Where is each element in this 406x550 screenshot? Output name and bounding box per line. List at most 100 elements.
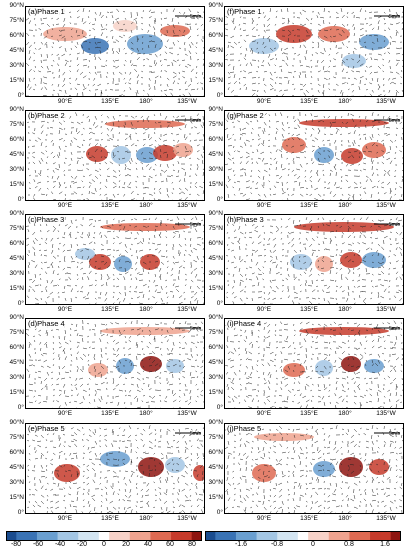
wind-arrow (104, 234, 108, 239)
wind-arrow (287, 80, 290, 85)
wind-arrow (299, 88, 303, 91)
wind-arrow (377, 20, 380, 25)
lat-label: 75°N (208, 329, 223, 336)
wind-arrow (112, 115, 115, 120)
wind-arrow (40, 261, 43, 264)
wind-arrow (177, 139, 180, 143)
wind-arrow (184, 133, 186, 139)
wind-arrow (245, 86, 247, 91)
wind-arrow (262, 130, 265, 135)
wind-arrow (94, 440, 98, 445)
wind-arrow (94, 11, 97, 15)
wind-arrow (293, 40, 295, 43)
wind-arrow (135, 186, 138, 189)
anomaly-blob (315, 256, 333, 272)
wind-arrow (64, 371, 69, 373)
wind-arrow (94, 125, 99, 129)
wind-arrow (314, 198, 319, 201)
wind-arrow (249, 266, 253, 269)
wind-arrow (39, 224, 42, 227)
wind-arrow (46, 187, 49, 190)
wind-arrow (148, 193, 153, 196)
wind-arrow (69, 70, 72, 73)
wind-arrow (358, 249, 361, 253)
wind-arrow (273, 500, 277, 503)
wind-arrow (130, 362, 132, 367)
wind-arrow (160, 28, 163, 31)
wind-arrow (237, 462, 241, 466)
wind-arrow (329, 240, 332, 245)
wind-arrow (70, 255, 74, 260)
wind-arrow (275, 137, 277, 141)
wind-arrow (254, 230, 259, 233)
wind-arrow (305, 29, 309, 34)
wind-arrow (177, 492, 180, 496)
wind-arrow (182, 359, 186, 362)
wind-arrow (69, 334, 72, 337)
wind-arrow (112, 267, 115, 269)
wind-arrow (196, 65, 198, 68)
wind-arrow (118, 47, 120, 53)
wind-arrow (154, 375, 159, 379)
wind-arrow (233, 229, 237, 233)
wind-arrow (359, 457, 362, 460)
wind-arrow (32, 161, 36, 165)
wind-arrow (338, 345, 343, 349)
wind-arrow (245, 186, 250, 189)
wind-arrow (87, 323, 90, 325)
wind-arrow (58, 224, 61, 227)
wind-arrow (281, 475, 286, 478)
wind-arrow (287, 168, 290, 171)
anomaly-blob (276, 25, 312, 43)
wind-arrow (347, 52, 350, 55)
lat-label: 45°N (208, 47, 223, 54)
wind-arrow (263, 470, 265, 475)
wind-arrow (75, 112, 78, 117)
wind-arrow (347, 371, 350, 373)
wind-arrow (176, 463, 180, 466)
wind-arrow (142, 267, 144, 273)
wind-arrow (311, 252, 314, 257)
wind-arrow (172, 80, 176, 85)
lon-label: 180° (338, 306, 352, 313)
wind-arrow (269, 446, 272, 449)
wind-arrow (358, 332, 361, 337)
wind-arrow (293, 219, 295, 224)
wind-arrow (309, 175, 313, 179)
wind-arrow (112, 21, 114, 25)
lon-label: 135°E (300, 410, 318, 417)
wind-arrow (383, 444, 386, 448)
anomaly-blob (140, 356, 162, 372)
wind-arrow (257, 500, 261, 503)
wind-arrow (196, 237, 202, 239)
wind-arrow (70, 151, 73, 155)
wind-arrow (190, 68, 194, 73)
wind-arrow (327, 150, 331, 153)
wind-arrow (190, 458, 192, 461)
wind-arrow (395, 260, 399, 263)
wind-arrow (371, 371, 375, 374)
wind-arrow (105, 498, 108, 502)
wind-arrow (347, 267, 351, 272)
wind-arrow (56, 329, 60, 331)
anomaly-blob (283, 363, 305, 377)
wind-arrow (377, 482, 380, 484)
lat-label: 75°N (208, 225, 223, 232)
wind-arrow (106, 47, 109, 50)
wind-arrow (269, 163, 272, 166)
wind-arrow (82, 272, 86, 275)
wind-arrow (392, 77, 397, 80)
wind-arrow (275, 76, 278, 79)
wind-arrow (359, 37, 361, 43)
wind-arrow (386, 487, 391, 490)
wind-arrow (257, 400, 259, 403)
wind-arrow (28, 145, 30, 148)
wind-arrow (28, 181, 31, 184)
wind-arrow (194, 181, 198, 185)
wind-arrow (387, 181, 391, 186)
lat-label: 90°N (208, 106, 223, 113)
wind-arrow (341, 193, 344, 196)
wind-arrow (280, 387, 283, 391)
wind-arrow (46, 29, 49, 34)
wind-arrow (159, 480, 162, 484)
